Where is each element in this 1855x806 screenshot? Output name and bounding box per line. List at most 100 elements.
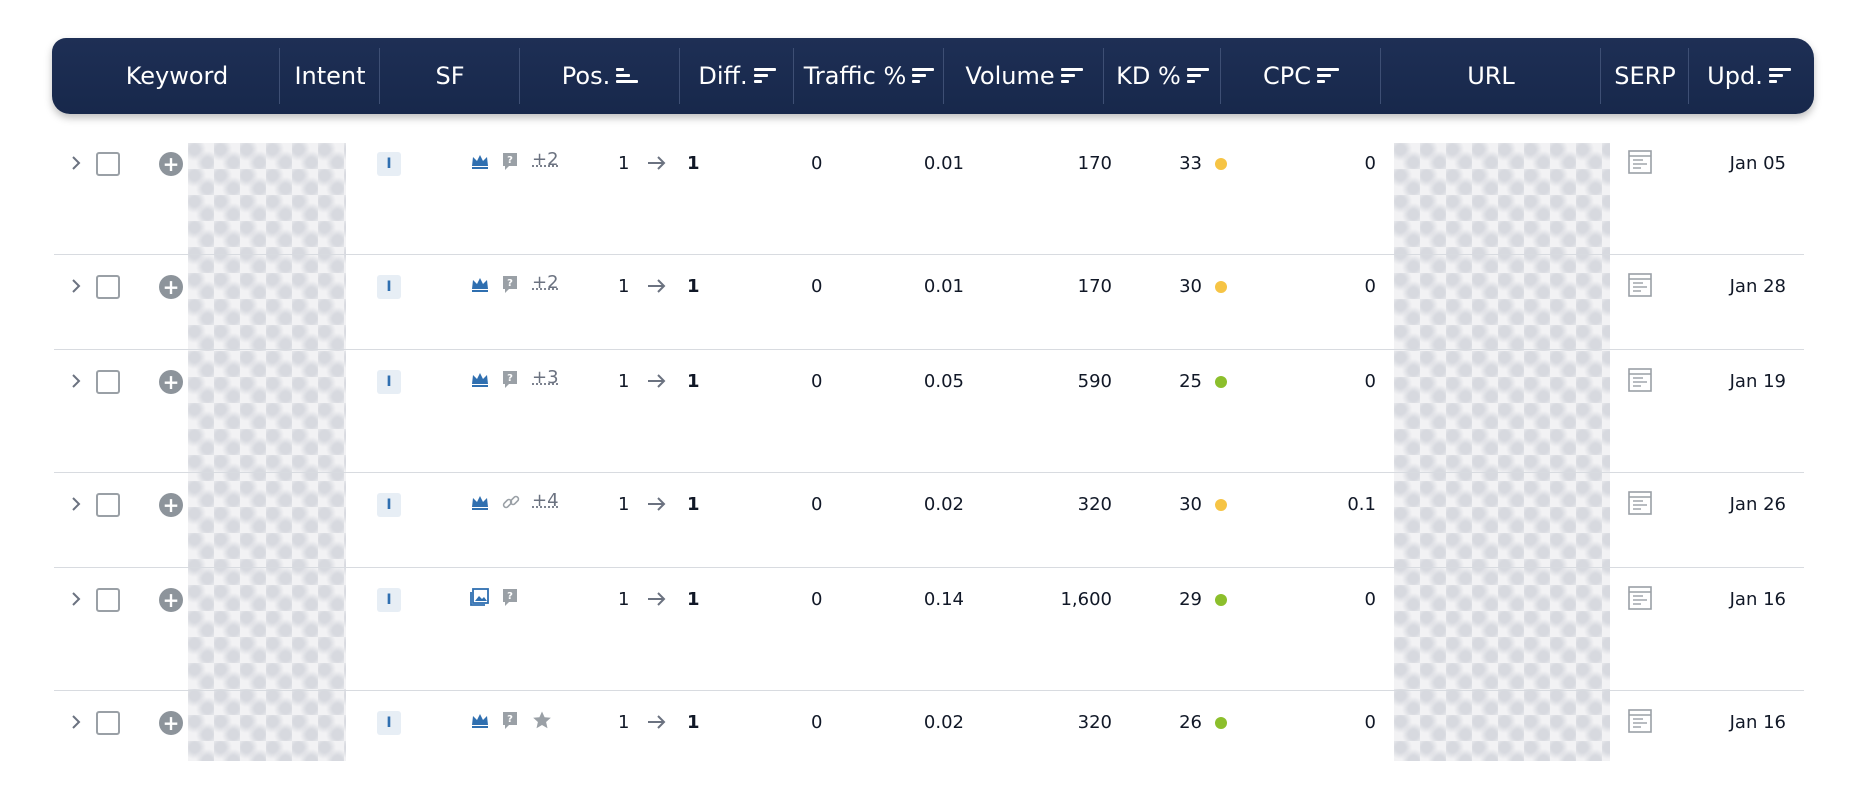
column-divider [793, 48, 794, 104]
col-header-serp[interactable]: SERP [1601, 38, 1689, 114]
arrow-right-icon [646, 494, 668, 518]
traffic-value: 0.02 [923, 494, 964, 515]
svg-text:?: ? [507, 714, 513, 725]
col-header-intent[interactable]: Intent [280, 38, 380, 114]
col-header-keyword[interactable]: Keyword [112, 38, 242, 114]
pos-to: 1 [687, 276, 700, 297]
pos-to: 1 [687, 494, 700, 515]
expand-row-icon[interactable] [70, 155, 82, 170]
col-header-label: URL [1467, 62, 1515, 90]
diff-value: 0 [811, 589, 823, 610]
crown-icon[interactable] [470, 369, 490, 389]
add-keyword-icon[interactable]: + [159, 152, 183, 176]
serp-snapshot-icon[interactable] [1627, 490, 1652, 516]
svg-text:?: ? [507, 373, 513, 384]
volume-value: 1,600 [1060, 589, 1112, 610]
column-divider [379, 48, 380, 104]
sf-more-link[interactable]: +2 [532, 272, 559, 293]
row-divider [54, 349, 1804, 350]
col-header-label: Upd. [1707, 62, 1763, 90]
col-header-sf[interactable]: SF [380, 38, 520, 114]
volume-value: 320 [1077, 494, 1112, 515]
expand-row-icon[interactable] [70, 278, 82, 293]
col-header-kd[interactable]: KD % [1104, 38, 1221, 114]
expand-row-icon[interactable] [70, 373, 82, 388]
kd-indicator-dot [1215, 281, 1227, 293]
link-icon[interactable] [501, 492, 521, 512]
table-header: Keyword Intent SF Pos. Diff. Traffic % V… [52, 38, 1814, 114]
pos-from: 1 [618, 494, 630, 515]
arrow-right-icon [646, 276, 668, 300]
svg-text:?: ? [507, 591, 513, 602]
column-divider [1220, 48, 1221, 104]
sort-icon [753, 68, 776, 84]
cpc-value: 0 [1364, 589, 1376, 610]
column-divider [279, 48, 280, 104]
expand-row-icon[interactable] [70, 496, 82, 511]
question-icon[interactable]: ? [501, 587, 521, 607]
updated-date: Jan 26 [1729, 494, 1786, 515]
sf-more-link[interactable]: +4 [532, 490, 559, 511]
row-divider [54, 254, 1804, 255]
col-header-traffic[interactable]: Traffic % [794, 38, 944, 114]
serp-snapshot-icon[interactable] [1627, 585, 1652, 611]
column-divider [943, 48, 944, 104]
row-checkbox[interactable] [96, 275, 120, 299]
col-header-label: SERP [1614, 62, 1676, 90]
row-checkbox[interactable] [96, 493, 120, 517]
question-icon[interactable]: ? [501, 151, 521, 171]
add-keyword-icon[interactable]: + [159, 493, 183, 517]
pos-from: 1 [618, 153, 630, 174]
serp-snapshot-icon[interactable] [1627, 149, 1652, 175]
serp-snapshot-icon[interactable] [1627, 708, 1652, 734]
add-keyword-icon[interactable]: + [159, 370, 183, 394]
row-checkbox[interactable] [96, 152, 120, 176]
intent-badge: I [377, 493, 401, 517]
sf-more-link[interactable]: +2 [532, 149, 559, 170]
sort-icon [1317, 68, 1339, 84]
col-header-volume[interactable]: Volume [944, 38, 1104, 114]
kd-indicator-dot [1215, 717, 1227, 729]
add-keyword-icon[interactable]: + [159, 588, 183, 612]
diff-value: 0 [811, 371, 823, 392]
question-icon[interactable]: ? [501, 369, 521, 389]
crown-icon[interactable] [470, 710, 490, 730]
crown-icon[interactable] [470, 151, 490, 171]
add-keyword-icon[interactable]: + [159, 711, 183, 735]
crown-icon[interactable] [470, 492, 490, 512]
traffic-value: 0.02 [923, 712, 964, 733]
col-header-updated[interactable]: Upd. [1689, 38, 1809, 114]
updated-date: Jan 16 [1729, 589, 1786, 610]
serp-snapshot-icon[interactable] [1627, 367, 1652, 393]
diff-value: 0 [811, 276, 823, 297]
col-header-pos[interactable]: Pos. [520, 38, 680, 114]
col-header-url[interactable]: URL [1381, 38, 1601, 114]
crown-icon[interactable] [470, 274, 490, 294]
kd-value: 33 [1179, 153, 1202, 174]
pos-to: 1 [687, 589, 700, 610]
column-divider [679, 48, 680, 104]
expand-row-icon[interactable] [70, 591, 82, 606]
volume-value: 590 [1077, 371, 1112, 392]
pos-to: 1 [687, 712, 700, 733]
volume-value: 170 [1077, 276, 1112, 297]
expand-row-icon[interactable] [70, 714, 82, 729]
column-divider [1103, 48, 1104, 104]
row-checkbox[interactable] [96, 370, 120, 394]
kd-indicator-dot [1215, 499, 1227, 511]
col-header-cpc[interactable]: CPC [1221, 38, 1381, 114]
add-keyword-icon[interactable]: + [159, 275, 183, 299]
star-icon[interactable] [532, 710, 552, 730]
arrow-right-icon [646, 153, 668, 177]
serp-snapshot-icon[interactable] [1627, 272, 1652, 298]
col-header-diff[interactable]: Diff. [680, 38, 794, 114]
question-icon[interactable]: ? [501, 710, 521, 730]
row-checkbox[interactable] [96, 711, 120, 735]
arrow-right-icon [646, 371, 668, 395]
sf-more-link[interactable]: +3 [532, 367, 559, 388]
image-icon[interactable] [470, 587, 490, 607]
svg-text:?: ? [507, 155, 513, 166]
row-checkbox[interactable] [96, 588, 120, 612]
cpc-value: 0 [1364, 712, 1376, 733]
question-icon[interactable]: ? [501, 274, 521, 294]
